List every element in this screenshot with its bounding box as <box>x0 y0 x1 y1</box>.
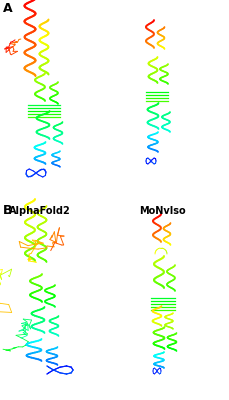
Text: MoNvIso: MoNvIso <box>139 206 185 216</box>
Text: B: B <box>3 204 13 217</box>
Text: A: A <box>3 2 13 15</box>
Text: AlphaFold2: AlphaFold2 <box>9 206 71 216</box>
